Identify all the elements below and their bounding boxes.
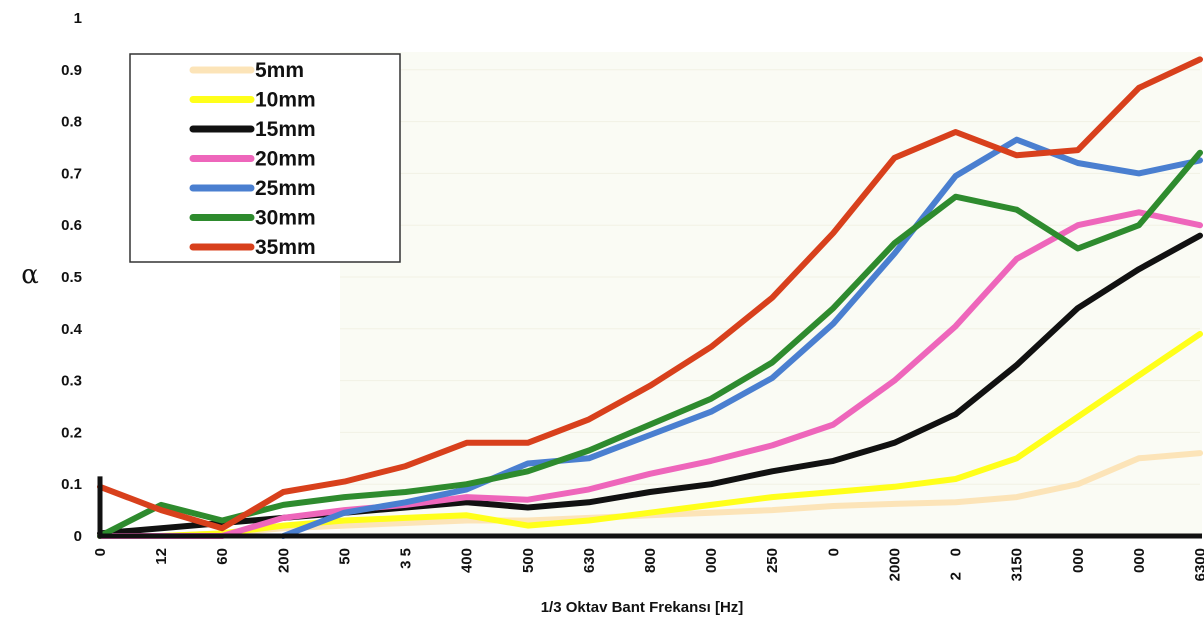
x-axis-label: 1/3 Oktav Bant Frekansı [Hz] bbox=[541, 599, 744, 616]
x-tick-label: 000 bbox=[1070, 548, 1087, 573]
x-tick-label: 60 bbox=[214, 548, 231, 565]
y-tick-label: 0.8 bbox=[61, 114, 82, 131]
legend-label: 5mm bbox=[255, 59, 304, 82]
series-lines bbox=[97, 56, 1203, 539]
x-tick-label: 000 bbox=[1131, 548, 1148, 573]
series-line-20mm bbox=[97, 209, 1203, 539]
legend-label: 15mm bbox=[255, 118, 316, 141]
y-tick-label: 0.7 bbox=[61, 165, 82, 182]
x-tick-label: 0 bbox=[92, 548, 109, 556]
y-tick-label: 0.2 bbox=[61, 424, 82, 441]
x-tick-label: 0 bbox=[948, 548, 965, 556]
y-tick-labels: 0 0.1 0.2 0.3 0.4 0.5 0.6 0.7 0.8 0.9 1 bbox=[61, 10, 83, 545]
x-tick-label: 3 5 bbox=[398, 548, 415, 569]
x-tick-labels: 0 12 60 200 50 3 5 400 500 630 800 000 250 0 2000 0 315… bbox=[92, 548, 1204, 581]
y-tick-label: 0.5 bbox=[61, 269, 82, 286]
x-tick-label: 0 bbox=[825, 548, 842, 556]
plot-background bbox=[340, 52, 1202, 536]
x-tick-label: 6300 bbox=[1192, 548, 1204, 581]
series-line-10mm bbox=[97, 331, 1203, 539]
y-tick-label: 0.4 bbox=[61, 321, 83, 338]
x-tick-label: 12 bbox=[153, 548, 170, 565]
x-tick-label: 3150 bbox=[1009, 548, 1026, 581]
axes bbox=[97, 476, 1202, 539]
y-axis-label: α bbox=[21, 260, 39, 290]
series-line-35mm bbox=[97, 56, 1203, 532]
x-tick-label: 400 bbox=[459, 548, 476, 573]
legend-label: 10mm bbox=[255, 89, 316, 112]
x-tick-label: 000 bbox=[703, 548, 720, 573]
legend-box bbox=[129, 53, 401, 263]
series-line-30mm bbox=[97, 149, 1203, 539]
y-tick-label: 0.1 bbox=[61, 476, 82, 493]
x-tick-label: 50 bbox=[336, 548, 353, 565]
x-tick-label: 200 bbox=[275, 548, 292, 573]
plot-area bbox=[340, 52, 1202, 536]
x-tick-label: 2000 bbox=[886, 548, 903, 581]
x-tick-label: 2 bbox=[948, 572, 965, 580]
x-tick-label: 250 bbox=[764, 548, 781, 573]
legend-label: 35mm bbox=[255, 236, 316, 259]
y-tick-label: 0 bbox=[74, 528, 82, 545]
legend-label: 20mm bbox=[255, 148, 316, 171]
x-tick-label: 800 bbox=[642, 548, 659, 573]
y-tick-label: 0.6 bbox=[61, 217, 82, 234]
y-tick-label: 1 bbox=[74, 10, 82, 27]
y-tick-label: 0.9 bbox=[61, 62, 82, 79]
x-tick-label: 630 bbox=[581, 548, 598, 573]
legend: 5mm 10mm 15mm 20mm 25mm 30mm 35mm bbox=[129, 53, 401, 263]
legend-label: 25mm bbox=[255, 177, 316, 200]
x-tick-label: 500 bbox=[520, 548, 537, 573]
y-tick-label: 0.3 bbox=[61, 373, 82, 390]
legend-label: 30mm bbox=[255, 207, 316, 230]
